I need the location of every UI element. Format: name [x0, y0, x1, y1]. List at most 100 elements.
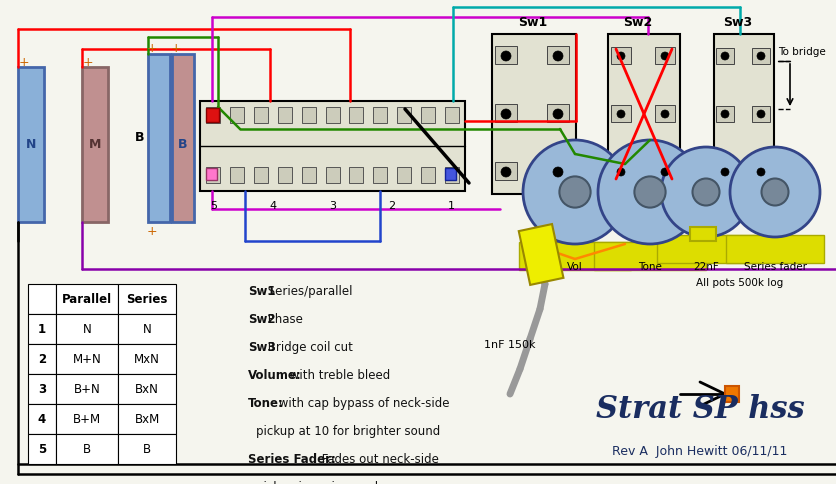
Circle shape [757, 53, 765, 61]
Circle shape [721, 111, 729, 119]
Text: Strat SP hss: Strat SP hss [596, 393, 804, 424]
Bar [726, 236, 824, 263]
Text: B: B [135, 131, 145, 144]
Text: with treble bleed: with treble bleed [286, 368, 390, 381]
Text: 4: 4 [270, 200, 277, 211]
Text: N: N [83, 323, 91, 336]
Bar [421, 108, 435, 124]
Bar [230, 108, 244, 124]
Text: B: B [178, 138, 188, 151]
Bar [492, 35, 576, 195]
Bar [230, 167, 244, 183]
Text: B: B [143, 442, 151, 455]
Bar [655, 106, 675, 123]
Text: Sw1: Sw1 [518, 15, 548, 29]
Text: 2: 2 [388, 200, 395, 211]
Circle shape [661, 53, 669, 61]
Bar [611, 164, 631, 181]
Bar [118, 404, 176, 434]
Text: 1nF 150k: 1nF 150k [484, 339, 536, 349]
Bar [519, 242, 631, 271]
Text: 1: 1 [447, 200, 455, 211]
Text: +: + [146, 225, 157, 238]
Bar [445, 108, 459, 124]
Circle shape [661, 111, 669, 119]
Bar [56, 404, 118, 434]
Text: Sw2: Sw2 [624, 15, 653, 29]
Bar [254, 108, 268, 124]
Bar [655, 164, 675, 181]
Text: BxN: BxN [135, 383, 159, 396]
Bar [611, 106, 631, 123]
Circle shape [730, 148, 820, 238]
Text: Sw3: Sw3 [248, 340, 276, 353]
Circle shape [757, 168, 765, 177]
Bar [611, 48, 631, 65]
Bar [56, 314, 118, 344]
Bar [278, 167, 292, 183]
Bar [56, 285, 118, 314]
Text: All pots 500k log: All pots 500k log [696, 277, 783, 287]
Text: with cap bypass of neck-side: with cap bypass of neck-side [275, 396, 450, 409]
Bar [547, 105, 569, 123]
Text: Series fader: Series fader [743, 261, 807, 272]
Circle shape [501, 167, 511, 178]
Text: Fades out neck-side: Fades out neck-side [319, 452, 439, 465]
Bar [118, 314, 176, 344]
Text: M+N: M+N [73, 353, 101, 366]
Text: +: + [146, 42, 157, 54]
Bar [28, 404, 56, 434]
Bar [495, 163, 517, 181]
Circle shape [617, 53, 625, 61]
Text: +: + [83, 55, 94, 68]
Text: 5: 5 [38, 442, 46, 455]
Circle shape [501, 110, 511, 120]
Bar [397, 167, 411, 183]
Text: 3: 3 [329, 200, 336, 211]
Circle shape [523, 141, 627, 244]
Text: Rev A  John Hewitt 06/11/11: Rev A John Hewitt 06/11/11 [612, 445, 788, 457]
Bar [752, 165, 770, 181]
Bar [374, 167, 387, 183]
Circle shape [553, 167, 563, 178]
Bar [657, 236, 755, 263]
Circle shape [553, 110, 563, 120]
Text: Tone: Tone [638, 261, 662, 272]
Circle shape [721, 168, 729, 177]
Bar [445, 167, 459, 183]
Bar [519, 225, 563, 286]
Bar [278, 108, 292, 124]
Circle shape [661, 148, 751, 238]
Circle shape [598, 141, 702, 244]
Text: +: + [18, 55, 29, 68]
Bar [445, 168, 456, 181]
Bar [118, 344, 176, 374]
Text: 5: 5 [211, 200, 217, 211]
Bar [56, 344, 118, 374]
Text: N: N [143, 323, 151, 336]
Text: Phase: Phase [264, 312, 303, 325]
Text: 3: 3 [38, 383, 46, 396]
Circle shape [721, 53, 729, 61]
Bar [655, 48, 675, 65]
Text: Series/parallel: Series/parallel [264, 285, 353, 297]
Circle shape [692, 179, 720, 206]
Bar [716, 107, 734, 123]
Text: Sw3: Sw3 [723, 15, 752, 29]
Text: M: M [89, 138, 101, 151]
Text: 22nF: 22nF [693, 261, 719, 272]
Bar [752, 49, 770, 65]
Bar [206, 167, 220, 183]
Bar [725, 386, 739, 402]
Bar [716, 165, 734, 181]
Text: pickup at 10 for brighter sound: pickup at 10 for brighter sound [256, 424, 441, 437]
Text: 4: 4 [38, 413, 46, 425]
Bar [349, 167, 364, 183]
Bar [421, 167, 435, 183]
Bar [302, 167, 316, 183]
Text: pickup in series mode: pickup in series mode [256, 480, 385, 484]
Text: Series Fader:: Series Fader: [248, 452, 336, 465]
Text: Parallel: Parallel [62, 293, 112, 306]
Text: 2: 2 [38, 353, 46, 366]
Text: To bridge: To bridge [778, 47, 826, 57]
